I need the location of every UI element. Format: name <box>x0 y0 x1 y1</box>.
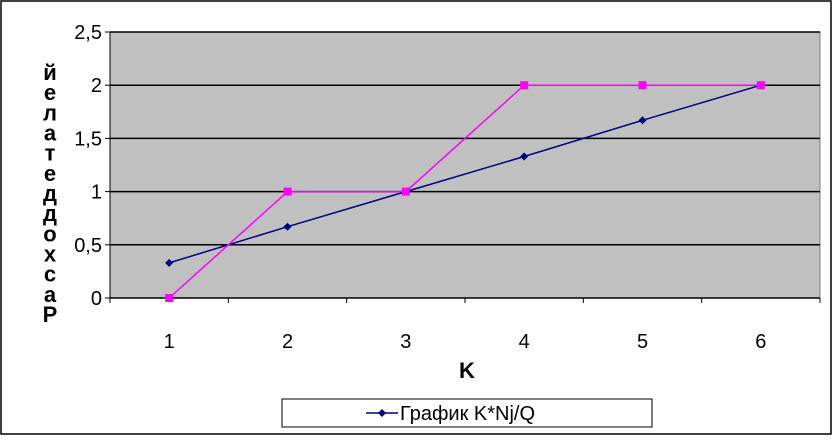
x-tick-label: 1 <box>164 331 175 353</box>
data-point-square <box>756 81 765 90</box>
series-group <box>165 81 765 302</box>
y-tick-label: 1,5 <box>74 128 102 150</box>
series-line <box>168 84 761 299</box>
series-line <box>168 84 762 264</box>
data-point-square <box>520 81 529 90</box>
y-tick-label: 2 <box>91 75 102 97</box>
data-point-diamond <box>165 258 174 267</box>
data-point-diamond <box>638 116 647 125</box>
y-tick-label: 2,5 <box>74 22 102 44</box>
data-point-diamond <box>520 152 529 161</box>
legend-label: График K*Nj/Q <box>400 403 535 425</box>
x-tick-label: 5 <box>637 331 648 353</box>
labels: 0 0,5 1 1,5 2 2,5 1 2 3 4 5 6 K Расходдеталей <box>43 22 767 383</box>
data-point-square <box>638 81 647 90</box>
data-point-square <box>165 294 174 302</box>
axes <box>105 31 821 303</box>
x-tick-label: 6 <box>755 331 766 353</box>
legend-marker-diamond <box>378 409 386 417</box>
legend: График K*Nj/Q <box>281 398 653 428</box>
data-point-square <box>401 187 410 196</box>
x-tick-label: 2 <box>282 331 293 353</box>
data-point-square <box>283 187 292 196</box>
y-tick-label: 0,5 <box>74 235 102 257</box>
y-tick-label: 1 <box>91 182 102 204</box>
series-2 <box>165 81 765 302</box>
y-axis-title: Расходдеталей <box>43 60 58 327</box>
x-axis-title: K <box>459 358 475 383</box>
plot-area <box>109 31 821 299</box>
legend-box <box>281 398 653 428</box>
y-tick-label: 0 <box>91 288 102 310</box>
x-tick-label: 3 <box>400 331 411 353</box>
x-tick-label: 4 <box>519 331 530 353</box>
data-point-diamond <box>283 222 292 231</box>
